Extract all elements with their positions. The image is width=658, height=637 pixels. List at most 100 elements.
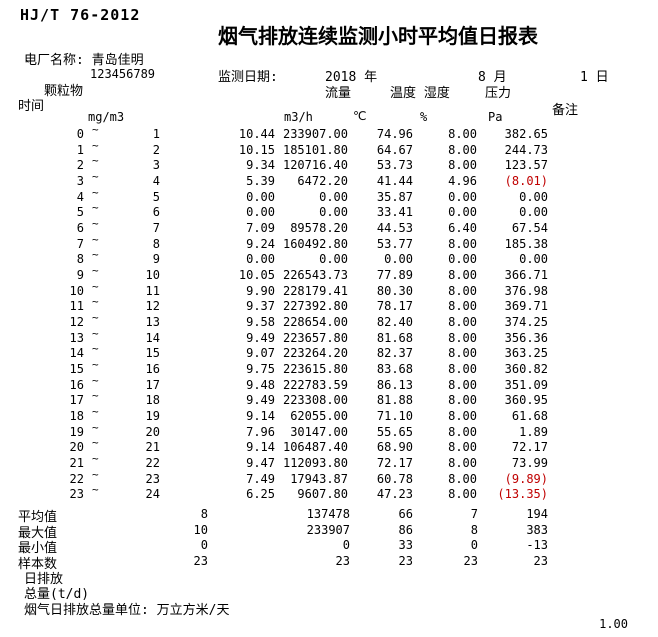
flow-value: 62055.00 [290,408,348,423]
table-row: 15 ~16 9.75 223615.80 83.68 8.00 360.82 [0,358,658,377]
hour-to: 1 [152,127,160,141]
dust-value: 9.14 [246,440,275,455]
temperature-value: 78.17 [376,299,413,314]
tilde: ~ [92,451,99,465]
flow-value: 106487.40 [282,440,348,455]
hour-from: 2 [76,158,84,173]
dust-value: 9.48 [246,377,275,392]
summary-pressure-value: 194 [526,507,548,521]
dust-value: 9.07 [246,346,275,361]
humidity-value: 8.00 [448,408,477,423]
hour-from: 17 [69,393,84,408]
temperature-value: 80.30 [376,283,413,298]
hour-to: 17 [145,377,160,392]
hour-from: 23 [69,487,84,502]
pressure-value: 376.98 [504,283,548,298]
tilde: ~ [92,279,99,293]
standard-code: HJ/T 76-2012 [20,6,141,24]
humidity-value: 8.00 [448,393,477,408]
flow-value: 226543.73 [282,267,348,282]
temperature-value: 72.17 [376,455,413,470]
dust-value: 9.47 [246,455,275,470]
table-row: 2 ~3 9.34 120716.40 53.73 8.00 123.57 [0,154,658,173]
temperature-value: 64.67 [376,142,413,157]
pressure-value: 382.65 [504,127,548,141]
summary-dust-value: 0 [200,538,208,552]
hour-to: 23 [145,471,160,486]
pressure-value: 67.54 [511,220,548,235]
emission-unit-note: 烟气日排放总量单位: 万立方米/天 [24,603,230,618]
monitor-date-year: 2018 年 [325,70,378,85]
temperature-value: 60.78 [376,471,413,486]
table-row: 8 ~9 0.00 0.00 0.00 0.00 0.00 [0,248,658,267]
dust-value: 0.00 [246,189,275,204]
monitor-date-day: 1 日 [580,70,609,85]
tilde: ~ [92,169,99,183]
monitor-date-label: 监测日期: [218,70,278,85]
summary-dust-value: 10 [193,522,208,537]
hour-from: 14 [69,346,84,361]
pressure-value: 61.68 [511,408,548,423]
hour-from: 7 [76,236,84,251]
pressure-value: 351.09 [504,377,548,392]
tilde: ~ [92,201,99,215]
hour-from: 3 [76,173,84,188]
tilde: ~ [92,248,99,262]
dust-value: 9.14 [246,408,275,423]
temperature-value: 53.73 [376,158,413,173]
summary-flow-value: 137478 [306,507,350,521]
hour-to: 3 [152,158,160,173]
daily-emission-label: 日排放 [24,572,64,587]
humidity-value: 8.00 [448,330,477,345]
hour-to: 15 [145,346,160,361]
pressure-value: 360.82 [504,361,548,376]
tilde: ~ [92,123,99,136]
table-row: 19 ~20 7.96 30147.00 55.65 8.00 1.89 [0,421,658,440]
dust-value: 7.49 [246,471,275,486]
tilde: ~ [92,420,99,434]
temperature-value: 82.37 [376,346,413,361]
pressure-value: 366.71 [504,267,548,282]
dust-value: 9.37 [246,299,275,314]
tilde: ~ [92,154,99,168]
pressure-value: 360.95 [504,393,548,408]
hour-to: 14 [145,330,160,345]
total-label: 总量(t/d) [24,587,90,602]
tilde: ~ [92,357,99,371]
summary-temperature-value: 86 [398,522,413,537]
plant-code: 123456789 [90,67,156,81]
flow-value: 223615.80 [282,361,348,376]
summary-pressure-value: 23 [533,553,548,568]
temperature-value: 74.96 [376,127,413,141]
tilde: ~ [92,310,99,324]
pressure-value: 0.00 [519,189,548,204]
temperature-value: 81.88 [376,393,413,408]
report-title: 烟气排放连续监测小时平均值日报表 [218,24,538,48]
summary-dust-value: 8 [200,507,208,521]
summary-label: 样本数 [18,556,58,572]
flow-value: 185101.80 [282,142,348,157]
temperature-value: 77.89 [376,267,413,282]
flow-value: 0.00 [319,252,348,267]
table-row: 16 ~17 9.48 222783.59 86.13 8.00 351.09 [0,374,658,393]
dust-value: 9.24 [246,236,275,251]
temperature-value: 81.68 [376,330,413,345]
dust-value: 0.00 [246,252,275,267]
table-row: 0 ~1 10.44 233907.00 74.96 8.00 382.65 [0,123,658,142]
flow-value: 223308.00 [282,393,348,408]
temperature-value: 0.00 [384,252,413,267]
tilde: ~ [92,436,99,450]
humidity-value: 8.00 [448,346,477,361]
tilde: ~ [92,216,99,230]
pressure-value: 73.99 [511,455,548,470]
flow-value: 120716.40 [282,158,348,173]
hour-from: 8 [76,252,84,267]
tilde: ~ [92,483,99,497]
dust-value: 6.25 [246,487,275,502]
hour-from: 19 [69,424,84,439]
table-row: 3 ~4 5.39 6472.20 41.44 4.96 (8.01) [0,170,658,189]
table-row: 12 ~13 9.58 228654.00 82.40 8.00 374.25 [0,311,658,330]
dust-value: 0.00 [246,205,275,220]
dust-value: 7.09 [246,220,275,235]
summary-humidity-value: 7 [470,507,478,521]
